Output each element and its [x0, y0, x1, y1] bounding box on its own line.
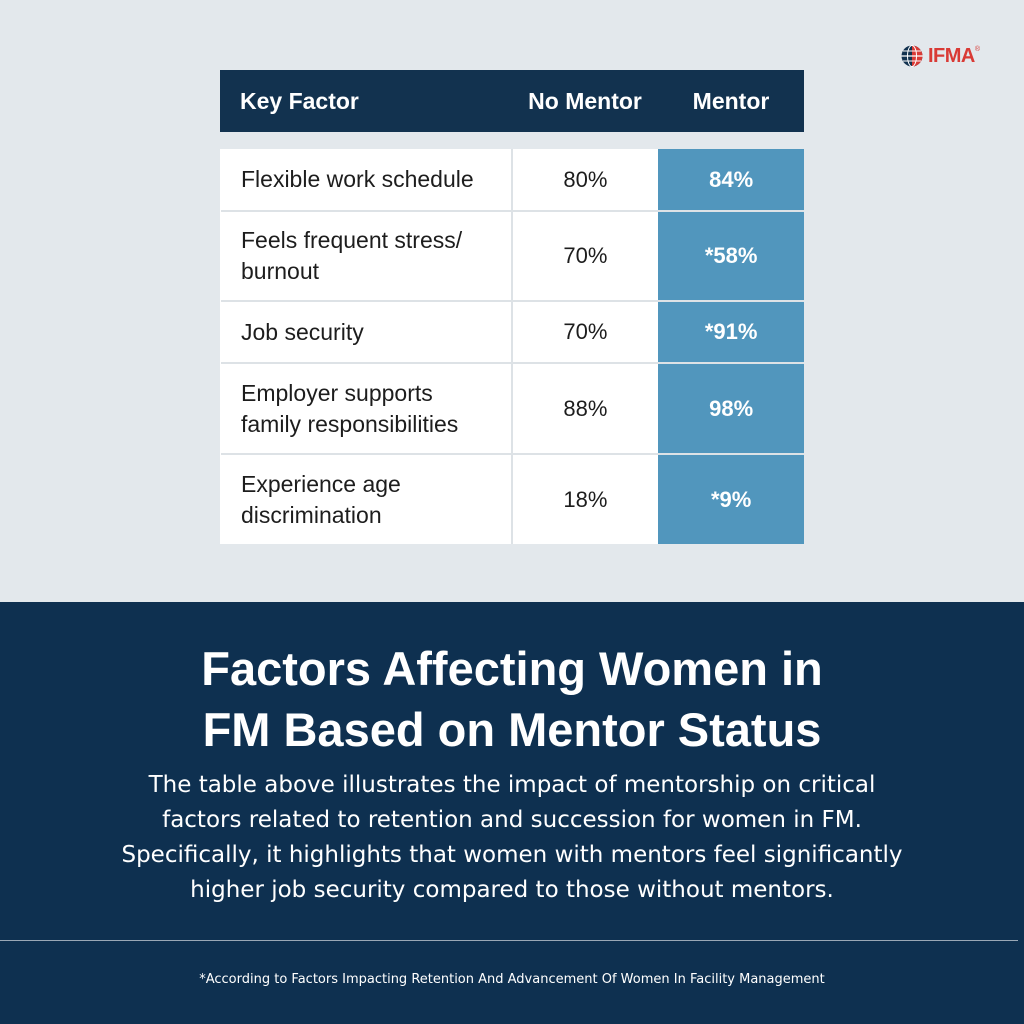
mentor-cell: 98% — [658, 364, 804, 453]
key-factor-cell: Feels frequent stress/burnout — [221, 212, 513, 300]
no-mentor-cell: 88% — [563, 395, 608, 421]
table-row: Job security 70% *91% — [221, 302, 804, 364]
page-title: Factors Affecting Women in FM Based on M… — [0, 638, 1024, 760]
table-row: Employer supports family responsibilities… — [221, 364, 804, 455]
divider — [0, 940, 1018, 941]
table-row: Flexible work schedule 80% 84% — [221, 149, 804, 212]
factor-text: discrimination — [241, 501, 382, 528]
table-header: Key Factor No Mentor Mentor — [220, 70, 804, 132]
mentor-cell: *58% — [658, 212, 804, 300]
no-mentor-cell: 70% — [563, 319, 608, 344]
table-body: Flexible work schedule 80% 84% Feels fre… — [220, 149, 804, 544]
title-line: Factors Affecting Women in — [201, 642, 823, 695]
factor-text: family responsibilities — [241, 410, 459, 437]
mentor-table: Key Factor No Mentor Mentor Flexible wor… — [220, 70, 804, 544]
logo-trademark: ® — [974, 46, 981, 53]
description-line: The table above illustrates the impact o… — [148, 772, 876, 798]
factor-text: Experience age — [241, 470, 401, 497]
title-line: FM Based on Mentor Status — [202, 703, 822, 756]
description-line: Specifically, it highlights that women w… — [121, 842, 903, 868]
factor-text: Employer supports — [241, 379, 433, 406]
factor-text: Job security — [241, 318, 364, 345]
mentor-cell: *91% — [658, 302, 804, 362]
key-factor-cell: Experience age discrimination — [221, 455, 513, 544]
ifma-logo: IFMA ® — [900, 42, 980, 70]
key-factor-cell: Job security — [221, 302, 513, 362]
mentor-cell: 84% — [658, 149, 804, 210]
bottom-panel: Factors Affecting Women in FM Based on M… — [0, 602, 1024, 1024]
no-mentor-cell: 18% — [563, 486, 608, 512]
no-mentor-cell: 80% — [563, 166, 608, 192]
key-factor-cell: Flexible work schedule — [221, 149, 513, 210]
logo-text: IFMA — [928, 44, 975, 67]
factor-text: burnout — [241, 258, 320, 284]
description-line: higher job security compared to those wi… — [190, 877, 834, 903]
footnote: *According to Factors Impacting Retentio… — [199, 972, 825, 987]
mentor-cell: *9% — [658, 455, 804, 544]
globe-icon — [901, 45, 923, 67]
no-mentor-cell: 70% — [563, 243, 608, 268]
table-row: Feels frequent stress/burnout 70% *58% — [221, 212, 804, 302]
header-no-mentor: No Mentor — [528, 87, 642, 114]
top-panel: IFMA ® Key Factor No Mentor Mentor Flexi… — [220, 42, 981, 544]
key-factor-cell: Employer supports family responsibilities — [221, 364, 513, 453]
table-row: Experience age discrimination 18% *9% — [221, 455, 804, 544]
header-key-factor: Key Factor — [240, 87, 359, 114]
factor-text: Flexible work schedule — [241, 166, 474, 192]
description: The table above illustrates the impact o… — [60, 768, 964, 908]
description-line: factors related to retention and success… — [162, 807, 862, 833]
factor-text: Feels frequent stress/ — [241, 227, 463, 253]
header-mentor: Mentor — [692, 87, 770, 114]
